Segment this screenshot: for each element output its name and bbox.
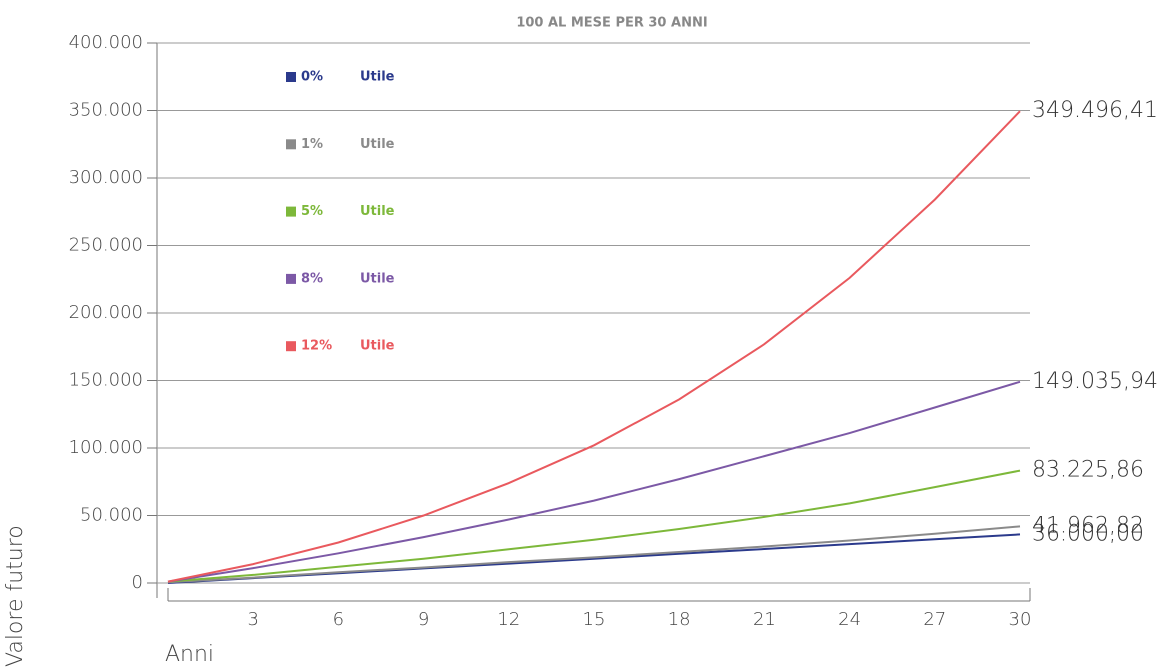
series-line [167,110,1021,583]
legend-label: 12% [301,339,332,354]
data-label: 83.225,86 [1032,458,1144,483]
x-tick-label: 3 [247,609,258,630]
y-tick-label: 250.000 [69,235,143,256]
legend-note: Utile [360,137,395,152]
x-tick-label: 6 [333,609,344,630]
legend-swatch [286,139,296,150]
x-tick-label: 18 [668,609,691,630]
legend-note: Utile [360,339,395,354]
x-tick-label: 27 [923,609,946,630]
legend-note: Utile [360,271,395,286]
series-line [167,380,1021,583]
y-tick-label: 0 [132,572,143,593]
data-label: 349.496,41 [1032,98,1158,123]
y-tick-label: 150.000 [69,370,143,391]
legend-label: 8% [301,271,323,286]
y-tick-label: 400.000 [69,32,143,53]
legend-swatch [286,341,296,352]
legend-swatch [286,206,296,217]
y-tick-label: 50.000 [80,505,143,526]
x-tick-label: 12 [497,609,520,630]
legend-label: 5% [301,204,323,219]
y-tick-label: 200.000 [69,302,143,323]
legend-swatch [286,72,296,82]
x-tick-label: 24 [838,609,861,630]
x-tick-label: 9 [418,609,429,630]
x-tick-label: 15 [583,609,606,630]
legend-label: 1% [301,137,323,152]
data-label: 36.000,00 [1032,521,1144,546]
y-axis-label: Valore futuro [3,525,28,667]
y-tick-label: 300.000 [69,167,143,188]
y-tick-label: 100.000 [69,437,143,458]
series-line [167,469,1021,583]
y-tick-label: 350.000 [69,100,143,121]
data-label: 149.035,94 [1032,369,1158,394]
legend-swatch [286,273,296,284]
legend-note: Utile [360,70,395,85]
x-axis-label: Anni [165,642,214,667]
series-line [167,525,1021,584]
data-label: 41.962,82 [1032,513,1144,538]
legend-note: Utile [360,204,395,219]
chart-title: 100 AL MESE PER 30 ANNI [516,16,707,31]
x-tick-label: 30 [1009,609,1032,630]
x-tick-label: 21 [753,609,776,630]
legend-label: 0% [301,70,323,85]
